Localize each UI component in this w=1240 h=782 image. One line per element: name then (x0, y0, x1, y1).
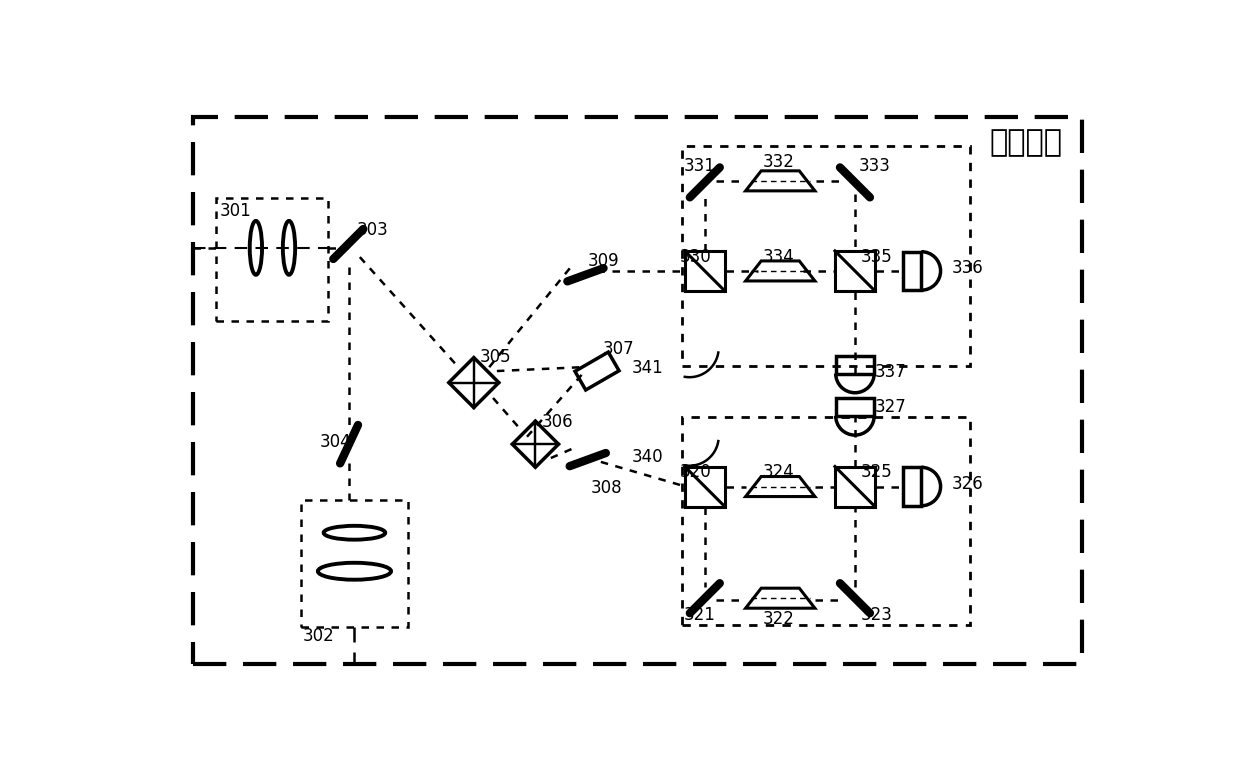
Text: 302: 302 (303, 627, 335, 645)
Text: 320: 320 (681, 464, 712, 482)
Text: 340: 340 (631, 448, 663, 466)
Text: 326: 326 (951, 475, 983, 493)
Text: 335: 335 (861, 248, 892, 266)
Text: 334: 334 (763, 248, 795, 266)
Text: 333: 333 (859, 157, 890, 175)
Text: 322: 322 (763, 610, 795, 628)
Text: 305: 305 (480, 348, 512, 366)
Text: 306: 306 (542, 414, 573, 432)
Text: 324: 324 (763, 464, 795, 482)
Text: 331: 331 (683, 157, 715, 175)
Text: 330: 330 (681, 248, 712, 266)
Text: 测量单元: 测量单元 (990, 128, 1063, 157)
Text: 325: 325 (861, 464, 892, 482)
Text: 301: 301 (219, 202, 252, 220)
Text: 303: 303 (357, 221, 388, 239)
Text: 308: 308 (590, 479, 622, 497)
Text: 327: 327 (874, 398, 906, 416)
Text: 321: 321 (683, 606, 715, 624)
Text: 304: 304 (320, 432, 351, 450)
Text: 307: 307 (603, 340, 634, 358)
Text: 332: 332 (763, 153, 795, 171)
Text: 323: 323 (861, 606, 893, 624)
Text: 309: 309 (588, 252, 620, 270)
Text: 337: 337 (874, 364, 906, 382)
Text: 341: 341 (631, 360, 663, 378)
Text: 336: 336 (951, 260, 983, 278)
